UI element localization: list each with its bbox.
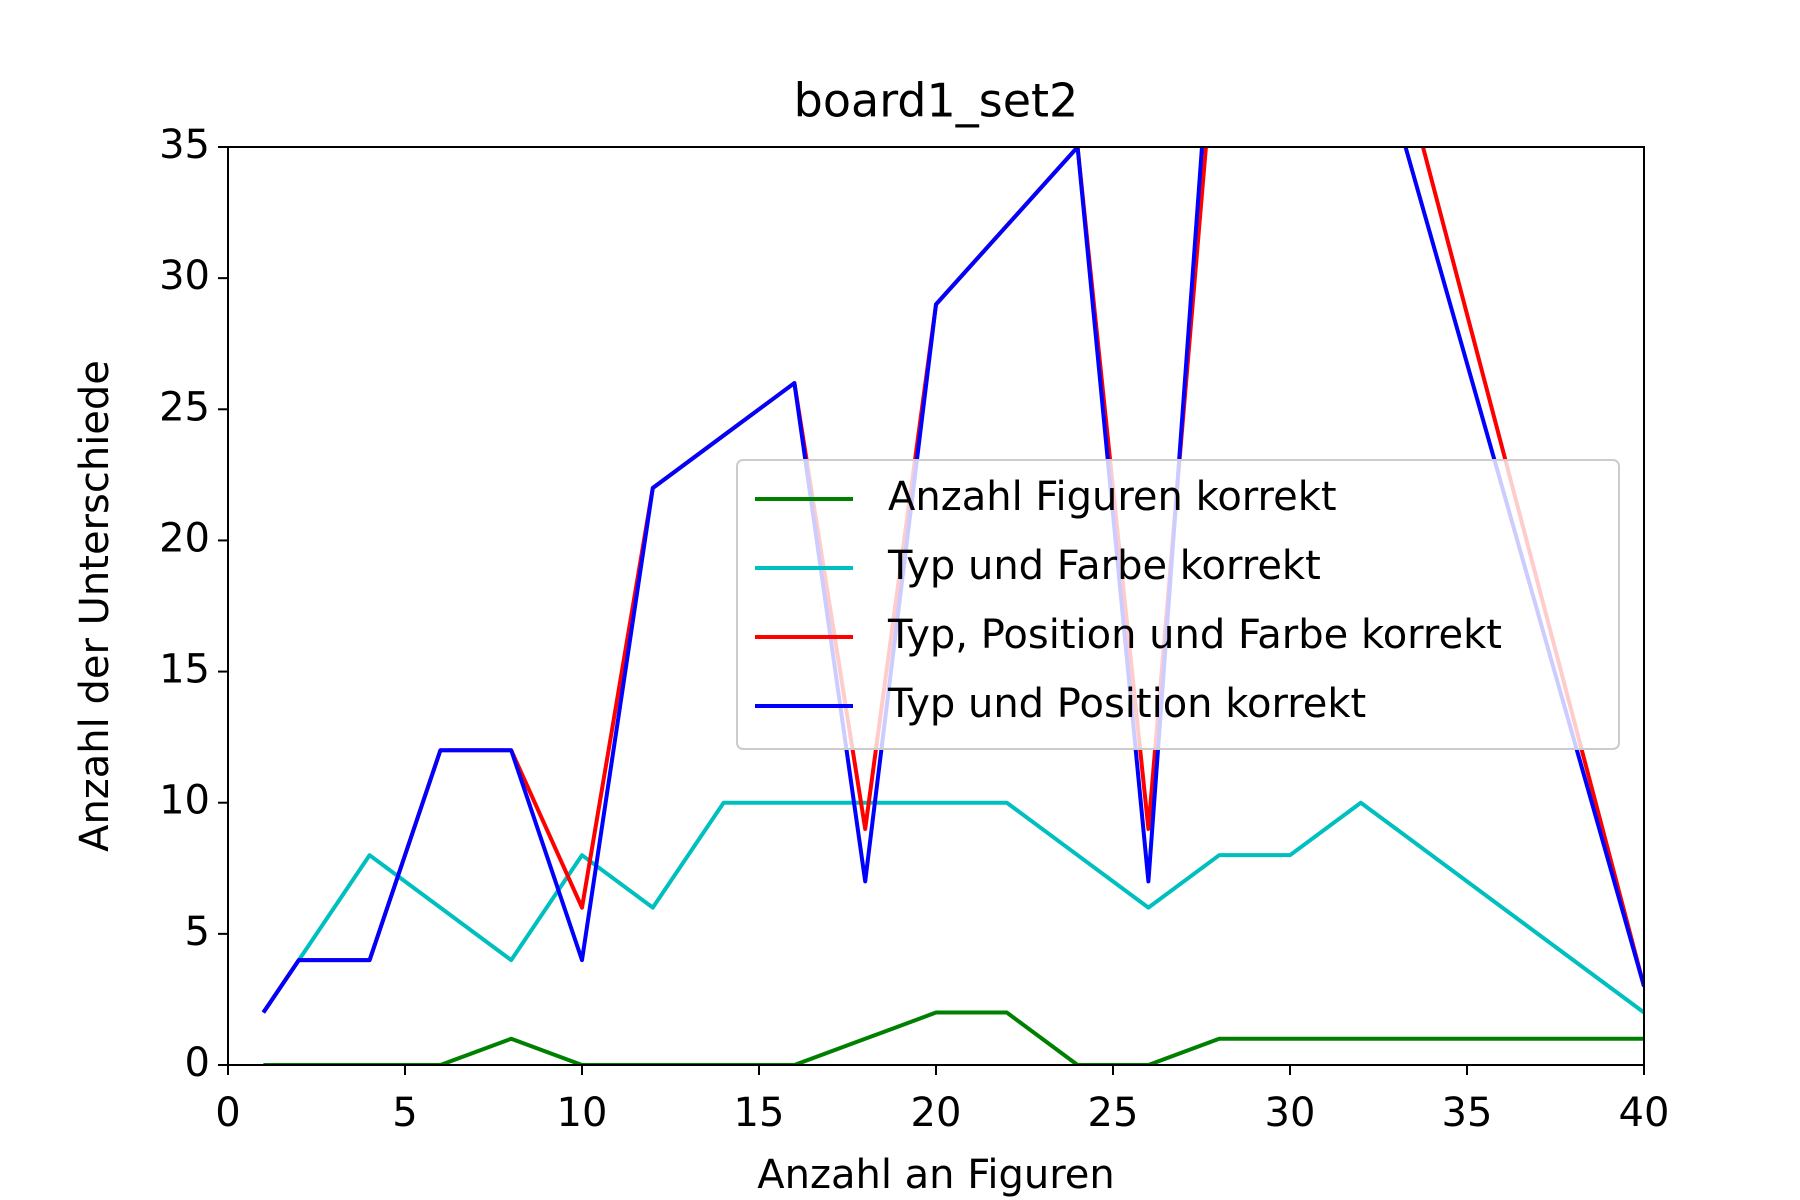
legend-label: Anzahl Figuren korrekt [888, 474, 1337, 520]
x-axis-label: Anzahl an Figuren [757, 1152, 1114, 1198]
y-tick-label: 15 [159, 647, 210, 693]
x-tick-label: 5 [392, 1090, 417, 1136]
y-tick-label: 30 [159, 253, 210, 299]
legend-label: Typ und Position korrekt [887, 681, 1366, 727]
y-tick-label: 35 [159, 122, 210, 168]
y-tick-label: 10 [159, 778, 210, 824]
x-tick-label: 30 [1265, 1090, 1316, 1136]
x-tick-label: 40 [1619, 1090, 1670, 1136]
y-tick-label: 0 [185, 1040, 210, 1086]
y-tick-label: 20 [159, 515, 210, 561]
series-line [263, 1010, 1644, 1065]
legend-label: Typ, Position und Farbe korrekt [887, 612, 1502, 658]
y-tick-label: 5 [185, 909, 210, 955]
legend-box [736, 459, 1620, 750]
x-tick-label: 15 [734, 1090, 785, 1136]
y-tick-label: 25 [159, 384, 210, 430]
x-tick-label: 35 [1442, 1090, 1493, 1136]
x-tick-label: 20 [911, 1090, 962, 1136]
x-tick-label: 0 [215, 1090, 240, 1136]
y-axis-label: Anzahl der Unterschiede [72, 360, 118, 852]
x-tick-label: 25 [1088, 1090, 1139, 1136]
legend-label: Typ und Farbe korrekt [887, 543, 1321, 589]
x-tick-label: 10 [557, 1090, 608, 1136]
chart-title: board1_set2 [794, 74, 1079, 128]
series-line [261, 800, 1644, 1015]
